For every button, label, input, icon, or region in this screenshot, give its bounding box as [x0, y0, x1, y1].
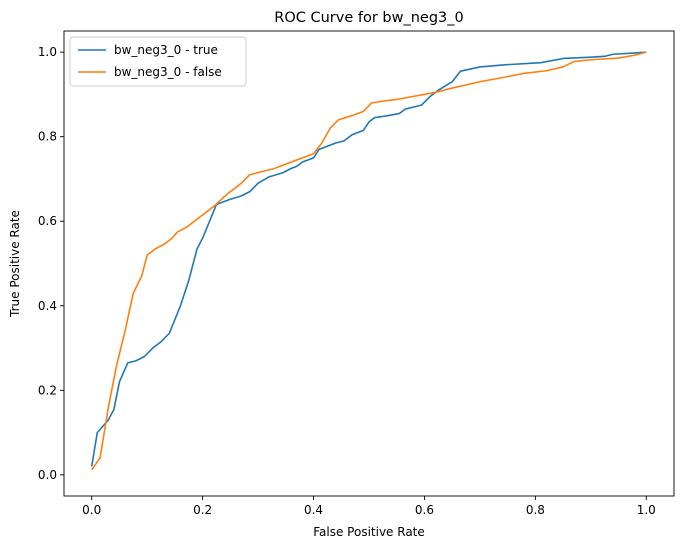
chart-title: ROC Curve for bw_neg3_0: [274, 10, 463, 26]
legend-label-1: bw_neg3_0 - true: [114, 43, 218, 57]
y-axis-label: True Positive Rate: [8, 210, 22, 318]
x-tick-label: 0.2: [193, 503, 212, 517]
x-tick-label: 0.0: [82, 503, 101, 517]
y-tick-label: 0.0: [38, 468, 57, 482]
legend-items: bw_neg3_0 - true bw_neg3_0 - false: [78, 43, 222, 79]
series-layer: [90, 51, 647, 471]
y-tick-label: 0.8: [38, 130, 57, 144]
x-tick-label: 0.6: [415, 503, 434, 517]
y-tick-label: 0.6: [38, 214, 57, 228]
x-axis-ticks: 0.0 0.2 0.4 0.6 0.8 1.0: [82, 496, 656, 517]
x-tick-label: 1.0: [637, 503, 656, 517]
y-tick-label: 0.2: [38, 383, 57, 397]
plot-frame: [64, 31, 674, 496]
y-tick-label: 0.4: [38, 299, 57, 313]
series-line-1: [90, 51, 647, 467]
x-tick-label: 0.4: [304, 503, 323, 517]
plot-area: [63, 30, 675, 497]
legend: bw_neg3_0 - true bw_neg3_0 - false: [69, 36, 247, 87]
y-axis-ticks: 0.0 0.2 0.4 0.6 0.8 1.0: [38, 45, 64, 482]
y-tick-label: 1.0: [38, 45, 57, 59]
plot-border: [63, 30, 675, 497]
legend-box: [69, 36, 247, 87]
x-tick-label: 0.8: [526, 503, 545, 517]
x-axis-label: False Positive Rate: [313, 525, 425, 539]
series-line-2: [91, 51, 647, 471]
legend-label-2: bw_neg3_0 - false: [114, 65, 222, 79]
